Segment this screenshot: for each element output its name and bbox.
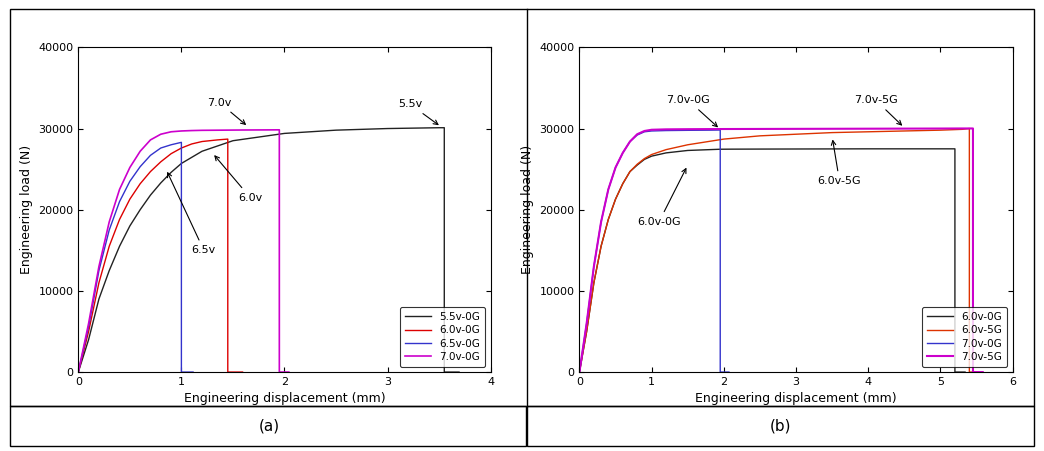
Text: 6.5v: 6.5v	[167, 173, 216, 255]
Legend: 5.5v-0G, 6.0v-0G, 6.5v-0G, 7.0v-0G: 5.5v-0G, 6.0v-0G, 6.5v-0G, 7.0v-0G	[400, 307, 485, 367]
Y-axis label: Engineering load (N): Engineering load (N)	[521, 145, 533, 274]
Legend: 6.0v-0G, 6.0v-5G, 7.0v-0G, 7.0v-5G: 6.0v-0G, 6.0v-5G, 7.0v-0G, 7.0v-5G	[922, 307, 1007, 367]
Text: 7.0v-0G: 7.0v-0G	[666, 95, 717, 127]
Text: 6.0v-0G: 6.0v-0G	[637, 169, 686, 227]
Text: 6.0v-5G: 6.0v-5G	[817, 141, 861, 186]
X-axis label: Engineering displacement (mm): Engineering displacement (mm)	[184, 392, 385, 405]
Text: (b): (b)	[770, 419, 791, 434]
Text: 7.0v-5G: 7.0v-5G	[854, 95, 901, 125]
Text: (a): (a)	[259, 419, 280, 434]
Y-axis label: Engineering load (N): Engineering load (N)	[20, 145, 32, 274]
Text: 6.0v: 6.0v	[215, 156, 262, 202]
X-axis label: Engineering displacement (mm): Engineering displacement (mm)	[695, 392, 897, 405]
Text: 5.5v: 5.5v	[398, 99, 437, 124]
Text: 7.0v: 7.0v	[207, 97, 245, 124]
